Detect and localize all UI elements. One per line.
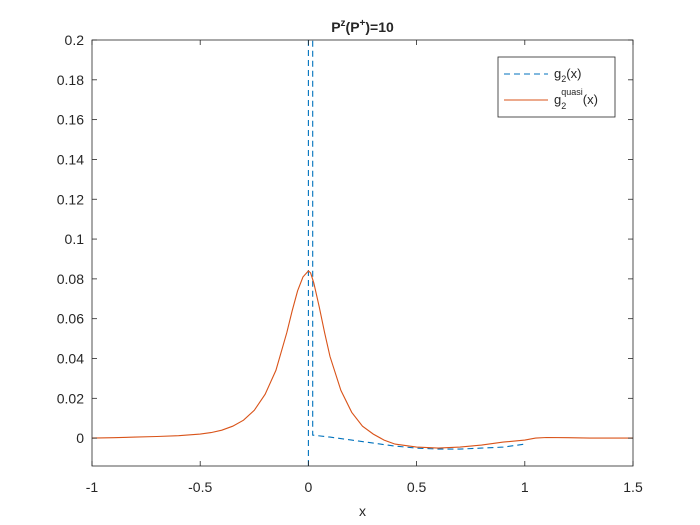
y-tick-label: 0.14 [57, 151, 84, 167]
title-close: )=10 [365, 19, 394, 35]
axes: -1 -0.5 0 0.5 1 1.5 0 0.02 0.04 0.06 0.08 0.1 0.12 0.… [57, 32, 643, 495]
legend-g2-base: g [554, 66, 561, 81]
legend-box [497, 56, 616, 118]
y-tick-label: 0.02 [57, 390, 84, 406]
title-base1: P [331, 19, 340, 35]
y-tick-label: 0.06 [57, 311, 84, 327]
y-tick-label: 0.2 [65, 32, 85, 48]
series-line-0 [307, 40, 525, 466]
title-open: (P [346, 19, 360, 35]
chart-title: Pz(P+)=10 [331, 18, 394, 35]
title-sup2: + [360, 18, 366, 29]
x-axis-label: x [359, 503, 366, 519]
legend-quasi-sup: quasi [561, 87, 583, 97]
legend-g2-sub: 2 [561, 74, 566, 84]
legend-g2-rest: (x) [566, 66, 581, 81]
x-tick-label: -0.5 [188, 479, 212, 495]
y-tick-label: 0 [76, 430, 84, 446]
x-tick-label: 1.5 [623, 479, 643, 495]
x-tick-label: 0.5 [407, 479, 427, 495]
y-tick-label: 0.08 [57, 271, 84, 287]
legend-quasi-sub: 2 [561, 101, 566, 111]
y-tick-label: 0.1 [65, 231, 85, 247]
legend-quasi-rest: (x) [583, 92, 598, 107]
y-tick-label: 0.18 [57, 72, 84, 88]
x-tick-label: -1 [86, 479, 99, 495]
x-tick-label: 1 [521, 479, 529, 495]
legend-quasi-base: g [554, 92, 561, 107]
axes-box [91, 39, 634, 467]
y-tick-label: 0.04 [57, 351, 84, 367]
series-layer [92, 40, 633, 466]
y-tick-label: 0.16 [57, 112, 84, 128]
legend: g2(x) g2quasi(x) [497, 56, 616, 118]
series-line-1 [92, 270, 633, 449]
legend-label-g2-quasi: g2 quasi(x) [554, 87, 598, 111]
y-tick-label: 0.12 [57, 191, 84, 207]
legend-label-g2: g2(x) [554, 66, 581, 84]
x-tick-label: 0 [305, 479, 313, 495]
title-sup1: z [341, 18, 346, 29]
